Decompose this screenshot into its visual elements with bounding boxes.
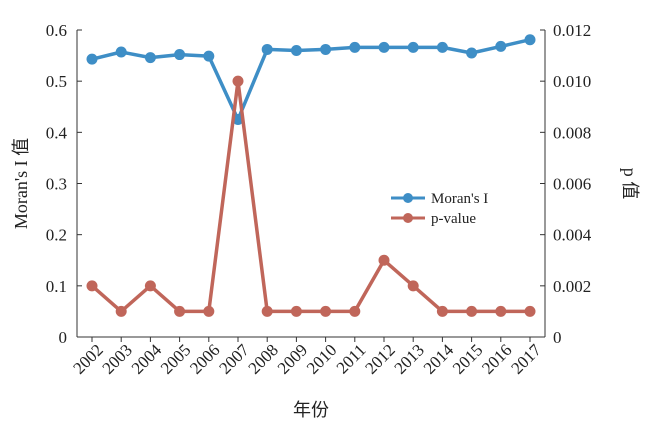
data-point-morans-i [174, 49, 186, 61]
data-point-morans-i [495, 40, 507, 52]
right-tick-label: 0 [553, 328, 562, 347]
x-axis-title: 年份 [293, 400, 329, 420]
x-tick-label: 2004 [128, 340, 166, 378]
data-point-morans-i [86, 53, 98, 65]
data-point-morans-i [349, 41, 361, 53]
data-point-morans-i [466, 47, 478, 59]
data-point-p-value [466, 305, 478, 317]
right-tick-label: 0.008 [553, 123, 591, 142]
left-tick-label: 0.6 [46, 21, 67, 40]
data-point-p-value [261, 305, 273, 317]
series-line-p-value [90, 79, 530, 314]
left-tick-label: 0.3 [46, 175, 67, 194]
data-point-morans-i [407, 41, 419, 53]
data-point-p-value [115, 305, 127, 317]
data-point-p-value [524, 305, 536, 317]
right-tick-label: 0.006 [553, 175, 591, 194]
x-tick-label: 2010 [303, 340, 340, 377]
x-tick-label: 2006 [186, 340, 223, 377]
legend-item-p-value: p-value [391, 211, 476, 227]
data-point-p-value [436, 305, 448, 317]
x-tick-label: 2005 [157, 340, 194, 377]
data-point-morans-i [144, 52, 156, 64]
data-point-morans-i [378, 41, 390, 53]
left-tick-label: 0.2 [46, 226, 67, 245]
x-tick-label: 2017 [507, 340, 545, 378]
data-point-morans-i [320, 43, 332, 55]
right-tick-label: 0.002 [553, 277, 591, 296]
right-axis-title: p 值 [620, 168, 640, 200]
data-point-p-value [203, 305, 215, 317]
left-axis-ticks: 0 0.1 0.2 0.3 0.4 0.5 0.6 [46, 21, 82, 347]
data-point-morans-i [261, 43, 273, 55]
series-layer [86, 34, 536, 317]
data-point-p-value [86, 280, 98, 292]
data-point-p-value [495, 305, 507, 317]
x-tick-label: 2002 [69, 340, 106, 377]
data-point-morans-i [203, 50, 215, 62]
legend-label-morans-i: Moran's I [431, 191, 488, 207]
data-point-p-value [144, 280, 156, 292]
left-tick-label: 0.4 [46, 123, 68, 142]
right-tick-label: 0.012 [553, 21, 591, 40]
x-tick-label: 2011 [333, 340, 370, 377]
left-tick-label: 0.5 [46, 72, 67, 91]
x-axis-ticks: 2002200320042005200620072008200920102011… [69, 337, 545, 378]
data-point-morans-i [436, 41, 448, 53]
left-axis-title: Moran's I 值 [11, 138, 31, 229]
x-tick-label: 2007 [215, 340, 253, 378]
data-point-morans-i [290, 44, 302, 56]
data-point-morans-i [524, 34, 536, 46]
left-tick-label: 0 [59, 328, 68, 347]
left-tick-label: 0.1 [46, 277, 67, 296]
x-tick-label: 2009 [274, 340, 311, 377]
legend-item-morans-i: Moran's I [391, 191, 488, 207]
data-point-p-value [174, 305, 186, 317]
right-tick-label: 0.004 [553, 226, 592, 245]
legend-marker-morans-i [403, 193, 413, 203]
data-point-p-value [407, 280, 419, 292]
data-point-p-value [320, 305, 332, 317]
data-point-morans-i [115, 46, 127, 58]
x-tick-label: 2016 [478, 340, 515, 377]
x-tick-label: 2008 [245, 340, 282, 377]
x-tick-label: 2015 [449, 340, 486, 377]
legend: Moran's I p-value [391, 191, 488, 227]
data-point-p-value [232, 75, 244, 87]
data-point-p-value [290, 305, 302, 317]
data-point-morans-i [232, 114, 244, 126]
right-axis-ticks: 0 0.002 0.004 0.006 0.008 0.010 0.012 [540, 21, 592, 347]
x-tick-label: 2012 [361, 340, 398, 377]
series-line-morans-i [91, 37, 531, 122]
legend-label-p-value: p-value [431, 211, 476, 227]
legend-marker-p-value [403, 213, 413, 223]
data-point-p-value [349, 305, 361, 317]
right-tick-label: 0.010 [553, 72, 591, 91]
axes [76, 30, 546, 338]
x-tick-label: 2014 [420, 340, 458, 378]
x-tick-label: 2013 [391, 340, 428, 377]
data-point-p-value [378, 254, 390, 266]
x-tick-label: 2003 [99, 340, 136, 377]
